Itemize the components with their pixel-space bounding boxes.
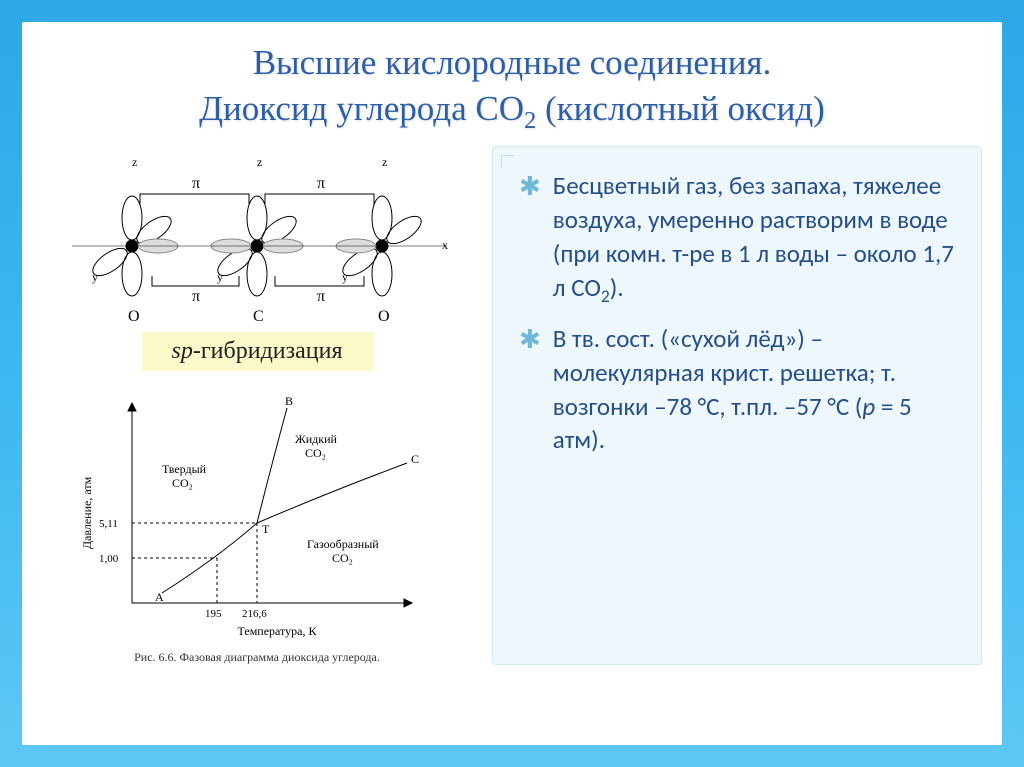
bullet-1: ✱ Бесцветный газ, без запаха, тяжелее во… <box>519 169 955 308</box>
axis-y-3: y <box>342 270 348 284</box>
pi-label-1: π <box>192 175 200 192</box>
bullet-2: ✱ В тв. сост. («сухой лёд») – молекулярн… <box>519 322 955 457</box>
atom-c: C <box>253 308 264 325</box>
axis-z-3: z <box>382 155 387 169</box>
ytick-100: 1,00 <box>99 553 119 565</box>
title-line2-pre: Диоксид углерода CO <box>199 89 524 128</box>
ytick-511: 5,11 <box>99 518 118 530</box>
phase-ylabel: Давление, атм <box>80 477 94 550</box>
phase-diagram: Твердый CO₂ Жидкий CO₂ Газообразный CO₂ … <box>77 383 437 665</box>
region-solid: Твердый <box>162 462 207 476</box>
axis-z-2: z <box>257 155 262 169</box>
bullet-2-text: В тв. сост. («сухой лёд») – молекулярная… <box>553 322 955 457</box>
left-column: π π π π O C O z z z y y y x <box>42 146 472 665</box>
axis-y-1: y <box>92 270 98 284</box>
axis-z-1: z <box>132 155 137 169</box>
point-b: B <box>285 394 293 408</box>
pi-label-3: π <box>192 288 200 305</box>
region-liquid-2: CO₂ <box>305 446 326 460</box>
point-a: A <box>155 590 164 604</box>
bullet-star-icon: ✱ <box>519 173 541 199</box>
phase-xlabel: Температура, К <box>238 624 318 638</box>
atom-o-left: O <box>128 308 140 325</box>
sp-hybridization-label: sp-гибридизация <box>142 332 373 371</box>
info-box: ✱ Бесцветный газ, без запаха, тяжелее во… <box>492 146 982 665</box>
region-gas-2: CO₂ <box>332 551 353 565</box>
sp-prefix: sp <box>172 338 193 364</box>
orbital-diagram: π π π π O C O z z z y y y x <box>52 146 462 326</box>
xtick-216: 216,6 <box>242 608 267 620</box>
title-line1: Высшие кислородные соединения. <box>253 43 772 82</box>
title-co2-sub: 2 <box>524 107 536 134</box>
slide-frame: Высшие кислородные соединения. Диоксид у… <box>22 22 1002 745</box>
region-gas: Газообразный <box>307 537 379 551</box>
phase-caption: Рис. 6.6. Фазовая диаграмма диоксида угл… <box>77 650 437 665</box>
point-t: T <box>262 522 270 536</box>
pi-label-2: π <box>317 175 325 192</box>
region-liquid: Жидкий <box>295 432 338 446</box>
pi-label-4: π <box>317 288 325 305</box>
point-c: C <box>411 452 419 466</box>
content-row: π π π π O C O z z z y y y x <box>22 146 1002 685</box>
sp-suffix: -гибридизация <box>193 338 343 364</box>
axis-x: x <box>442 238 448 252</box>
slide-title: Высшие кислородные соединения. Диоксид у… <box>22 22 1002 146</box>
bullet-star-icon: ✱ <box>519 326 541 352</box>
xtick-195: 195 <box>205 608 222 620</box>
region-solid-2: CO₂ <box>172 476 193 490</box>
axis-y-2: y <box>217 270 223 284</box>
bullet-1-text: Бесцветный газ, без запаха, тяжелее возд… <box>553 169 955 308</box>
title-line2-post: (кислотный оксид) <box>536 89 825 128</box>
atom-o-right: O <box>378 308 390 325</box>
